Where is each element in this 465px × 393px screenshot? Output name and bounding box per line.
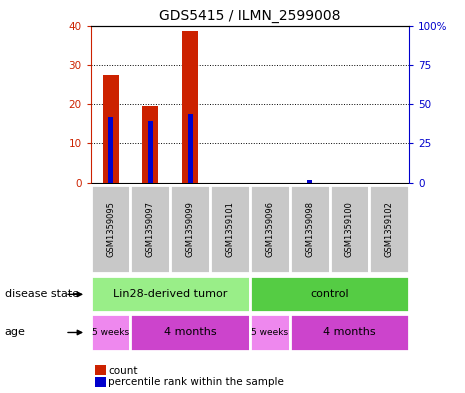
Bar xyxy=(170,185,210,273)
Bar xyxy=(131,185,170,273)
Bar xyxy=(330,185,369,273)
Text: GSM1359102: GSM1359102 xyxy=(385,201,394,257)
Text: 4 months: 4 months xyxy=(164,327,217,338)
Bar xyxy=(369,185,409,273)
Bar xyxy=(182,31,198,183)
Text: GSM1359096: GSM1359096 xyxy=(266,201,274,257)
Bar xyxy=(108,117,113,183)
Text: GSM1359098: GSM1359098 xyxy=(305,201,314,257)
Bar xyxy=(188,114,193,183)
Text: 5 weeks: 5 weeks xyxy=(251,328,288,337)
Text: count: count xyxy=(108,365,138,376)
Bar xyxy=(103,75,119,183)
Text: control: control xyxy=(310,289,349,299)
Text: 4 months: 4 months xyxy=(323,327,376,338)
Text: 5 weeks: 5 weeks xyxy=(92,328,129,337)
Bar xyxy=(290,314,409,351)
Text: age: age xyxy=(5,327,26,338)
Text: GSM1359101: GSM1359101 xyxy=(226,201,234,257)
Bar xyxy=(250,276,409,312)
Bar xyxy=(210,185,250,273)
Bar xyxy=(131,314,250,351)
Title: GDS5415 / ILMN_2599008: GDS5415 / ILMN_2599008 xyxy=(159,9,341,23)
Bar xyxy=(91,185,131,273)
Bar xyxy=(142,106,159,183)
Text: Lin28-derived tumor: Lin28-derived tumor xyxy=(113,289,227,299)
Bar xyxy=(91,314,131,351)
Bar xyxy=(148,121,153,183)
Bar xyxy=(91,276,250,312)
Bar xyxy=(307,180,312,183)
Text: disease state: disease state xyxy=(5,289,79,299)
Bar xyxy=(250,185,290,273)
Bar xyxy=(250,314,290,351)
Bar xyxy=(290,185,330,273)
Text: percentile rank within the sample: percentile rank within the sample xyxy=(108,377,284,387)
Text: GSM1359099: GSM1359099 xyxy=(186,201,195,257)
Text: GSM1359097: GSM1359097 xyxy=(146,201,155,257)
Text: GSM1359100: GSM1359100 xyxy=(345,201,354,257)
Text: GSM1359095: GSM1359095 xyxy=(106,201,115,257)
